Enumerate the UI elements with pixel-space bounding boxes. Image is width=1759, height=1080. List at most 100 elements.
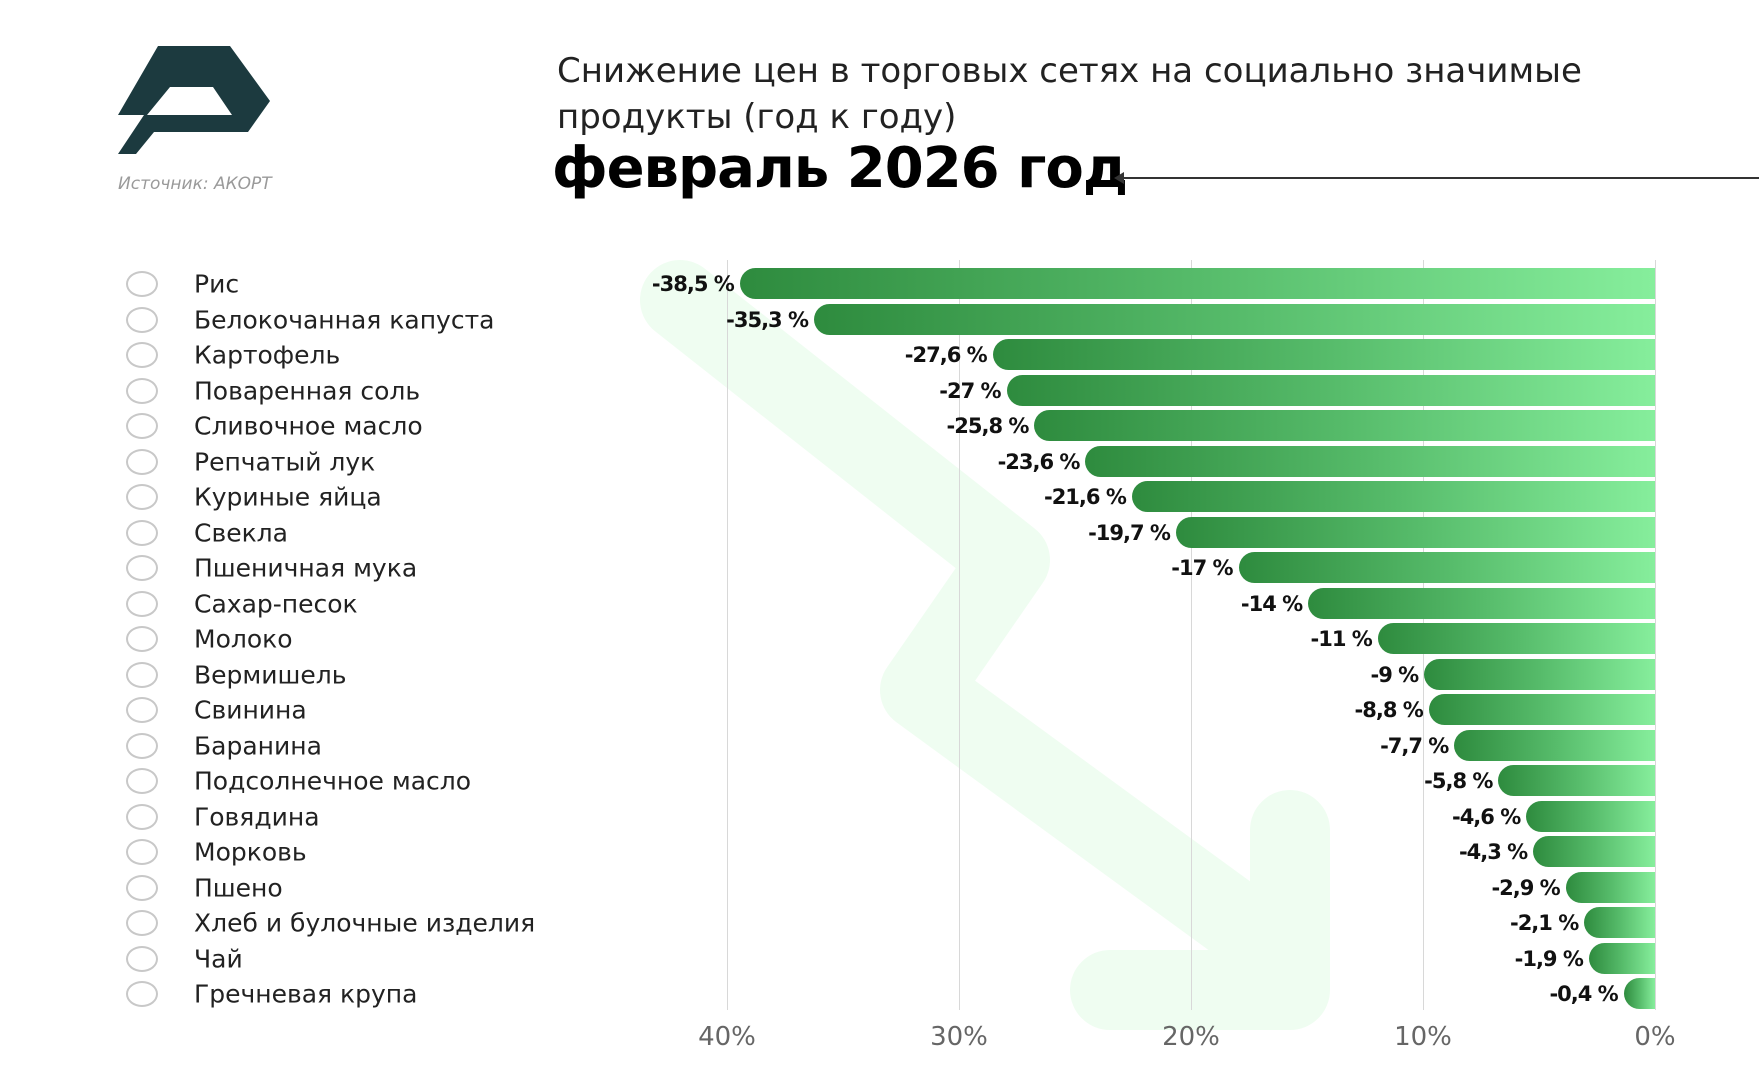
- category-label: Баранина: [194, 731, 322, 760]
- category-label: Морковь: [194, 837, 307, 867]
- bar: [739, 268, 1655, 299]
- lamb-icon: [126, 732, 158, 759]
- bar: [1454, 729, 1655, 761]
- value-label: -8,8 %: [1354, 698, 1424, 722]
- potato-icon: [126, 342, 158, 368]
- bar: [1428, 694, 1655, 725]
- value-label: -21,6 %: [1043, 485, 1127, 509]
- bar: [814, 303, 1655, 335]
- chart-title: Снижение цен в торговых сетях на социаль…: [557, 51, 1582, 137]
- bar: [1238, 552, 1655, 583]
- category-label: Сливочное масло: [194, 411, 423, 441]
- bar: [1623, 978, 1655, 1009]
- category-label: Репчатый лук: [194, 447, 376, 476]
- bar: [1498, 765, 1655, 796]
- akort-logo: [118, 46, 270, 154]
- oil-bottle-icon: [126, 768, 158, 794]
- value-label: -25,8 %: [946, 414, 1030, 438]
- buckwheat-icon: [126, 981, 158, 1007]
- bar: [1034, 410, 1655, 441]
- x-tick-label: 40%: [698, 1022, 756, 1052]
- value-label: -4,6 %: [1451, 804, 1521, 829]
- value-label: -5,8 %: [1424, 769, 1493, 793]
- bread-icon: [126, 910, 158, 936]
- sugar-spoon-icon: [126, 590, 158, 617]
- value-label: -14 %: [1240, 591, 1303, 616]
- bar: [992, 339, 1655, 370]
- value-label: -4,3 %: [1458, 840, 1528, 864]
- value-label: -7,7 %: [1380, 733, 1449, 758]
- value-label: -2,9 %: [1491, 875, 1560, 900]
- beet-icon: [126, 519, 158, 546]
- bar: [1085, 445, 1655, 477]
- pork-icon: [126, 697, 158, 723]
- value-label: -0,4 %: [1549, 982, 1618, 1006]
- bar: [1526, 800, 1655, 832]
- category-label: Пшено: [194, 873, 283, 902]
- category-label: Свекла: [194, 518, 288, 547]
- x-tick-label: 0%: [1634, 1022, 1676, 1052]
- category-label: Хлеб и булочные изделия: [194, 908, 536, 938]
- bar: [1565, 871, 1655, 903]
- category-label: Сахар-песок: [194, 589, 358, 618]
- category-label: Поваренная соль: [194, 376, 421, 405]
- category-label: Чай: [194, 944, 243, 973]
- gridline: [959, 260, 960, 1010]
- eggs-icon: [126, 484, 158, 510]
- x-tick-label: 30%: [930, 1022, 988, 1052]
- value-label: -19,7 %: [1088, 520, 1171, 545]
- milk-bottle-icon: [126, 626, 158, 652]
- carrot-icon: [126, 839, 158, 865]
- bar: [1175, 516, 1655, 548]
- bar: [1584, 907, 1655, 938]
- value-label: -11 %: [1310, 627, 1373, 651]
- bar: [1588, 942, 1655, 974]
- rice-bowl-icon: [126, 271, 158, 297]
- tea-cup-icon: [126, 945, 158, 972]
- noodles-icon: [126, 661, 158, 688]
- bar: [1131, 481, 1655, 512]
- arrow-left-icon: [1114, 172, 1124, 184]
- chart-subtitle: февраль 2026 год: [552, 136, 1128, 201]
- value-label: -35,3 %: [726, 307, 809, 332]
- flour-bag-icon: [126, 555, 158, 581]
- category-label: Свинина: [194, 695, 307, 725]
- gridline: [1655, 260, 1656, 1010]
- category-label: Вермишель: [194, 660, 347, 689]
- bar: [1308, 587, 1655, 619]
- bar: [1006, 374, 1655, 406]
- x-tick-label: 10%: [1394, 1022, 1452, 1052]
- x-tick-label: 20%: [1162, 1022, 1220, 1052]
- value-label: -27,6 %: [904, 343, 988, 367]
- cabbage-icon: [126, 306, 158, 333]
- salt-icon: [126, 377, 158, 404]
- category-label: Рис: [194, 269, 240, 299]
- source-label: Источник: АКОРТ: [118, 174, 272, 194]
- value-label: -38,5 %: [651, 272, 735, 296]
- bar: [1533, 836, 1655, 867]
- category-label: Пшеничная мука: [194, 553, 418, 583]
- value-label: -27 %: [939, 378, 1001, 403]
- value-label: -9 %: [1370, 662, 1420, 687]
- category-label: Белокочанная капуста: [194, 305, 495, 334]
- gridline: [1191, 260, 1192, 1010]
- bar: [1377, 623, 1655, 654]
- category-label: Картофель: [194, 340, 341, 370]
- bar: [1424, 658, 1655, 690]
- category-label: Подсолнечное масло: [194, 766, 472, 796]
- category-label: Говядина: [194, 802, 320, 831]
- beef-icon: [126, 803, 158, 830]
- category-label: Куриные яйца: [194, 482, 382, 512]
- category-label: Гречневая крупа: [194, 979, 418, 1009]
- value-label: -23,6 %: [997, 449, 1081, 474]
- category-label: Молоко: [194, 624, 293, 654]
- pointer-arrow-line: [1118, 177, 1759, 179]
- butter-icon: [126, 413, 158, 439]
- onion-icon: [126, 448, 158, 475]
- millet-icon: [126, 874, 158, 901]
- value-label: -1,9 %: [1514, 946, 1584, 971]
- gridline: [727, 260, 728, 1010]
- value-label: -2,1 %: [1509, 911, 1579, 935]
- value-label: -17 %: [1171, 556, 1233, 580]
